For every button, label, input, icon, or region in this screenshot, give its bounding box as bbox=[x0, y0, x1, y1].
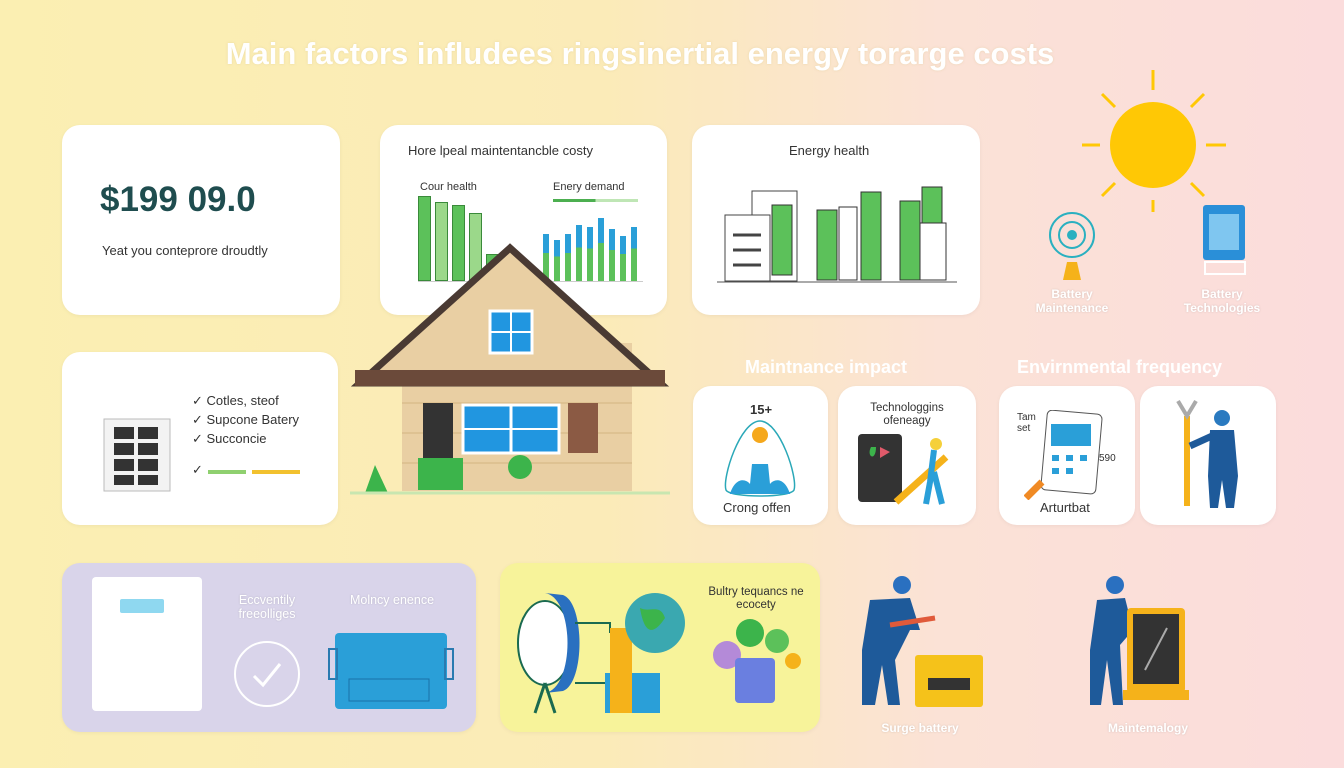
sun-icon bbox=[1082, 70, 1226, 212]
maintenance-impact-heading: Maintnance impact bbox=[745, 357, 908, 377]
battery-pack-icon bbox=[328, 633, 454, 709]
demand-bar bbox=[598, 218, 604, 281]
health-bar bbox=[418, 195, 431, 281]
yellow-label: Bultry tequancs ne ecocety bbox=[708, 586, 804, 611]
checklist-card: ✓ Cotles, steof ✓ Supcone Batery ✓ Succo… bbox=[62, 352, 338, 525]
worker-label-1: Surge battery bbox=[881, 721, 959, 735]
check-icon: ✓ bbox=[192, 462, 203, 477]
energy-health-card: Energy health bbox=[692, 125, 980, 315]
small-card-stat: 15+ bbox=[750, 402, 773, 417]
battery-maintenance-label: Battery Maintenance bbox=[1035, 287, 1109, 315]
purple-label-1: Eccventily freeolliges bbox=[238, 593, 296, 621]
demand-bar bbox=[576, 225, 582, 281]
bottom-purple-panel: Eccventily freeolliges Molncy enence bbox=[62, 563, 476, 732]
battery-cabinet-icon bbox=[103, 418, 171, 492]
legend-right: Enery demand bbox=[553, 181, 625, 193]
battery-wall-unit-icon bbox=[92, 577, 202, 711]
checklist-item: ✓ Supcone Batery bbox=[192, 412, 300, 427]
checklist-item-text: Cotles, steof bbox=[206, 393, 279, 408]
eco-tablet-illustration bbox=[713, 619, 801, 703]
small-card-caption: Arturtbat bbox=[1040, 500, 1090, 515]
demand-bar bbox=[631, 227, 637, 281]
progress-yellow bbox=[252, 470, 300, 474]
small-card-note: Tam set bbox=[1017, 412, 1036, 434]
demand-bar bbox=[543, 234, 549, 281]
demand-bars bbox=[543, 195, 643, 282]
checklist-item: ✓ Succoncie bbox=[192, 431, 267, 446]
small-card-title: Technologgins ofeneagy bbox=[870, 402, 944, 427]
page-title: Main factors infludees ringsinertial ene… bbox=[225, 36, 1055, 71]
calculator-tablet-icon bbox=[1024, 410, 1103, 500]
bottom-yellow-panel: Bultry tequancs ne ecocety bbox=[500, 563, 820, 732]
worker-battery-icon bbox=[862, 576, 983, 707]
demand-bar bbox=[565, 234, 571, 281]
small-card-1: 15+ Crong offen bbox=[693, 386, 828, 525]
battery-technologies-label: Battery Technologies bbox=[1183, 287, 1261, 315]
energy-bars-illustration bbox=[717, 186, 957, 283]
checklist-item-text: Supcone Batery bbox=[206, 412, 300, 427]
small-card-3: Tam set 590 Arturtbat bbox=[999, 386, 1135, 525]
cost-subtitle: Yeat you conteprore droudtly bbox=[102, 243, 268, 258]
checklist-item-text: Succoncie bbox=[206, 431, 267, 446]
worker-label-2: Maintemalogy bbox=[1107, 721, 1188, 735]
demand-bar bbox=[587, 227, 593, 281]
battery-maintenance-icon bbox=[1049, 212, 1095, 280]
demand-bar bbox=[554, 239, 560, 281]
worker-panel-icon bbox=[1090, 576, 1189, 705]
clock-check-icon bbox=[234, 641, 300, 707]
small-card-caption: Crong offen bbox=[723, 500, 791, 515]
health-bar bbox=[435, 201, 448, 281]
demand-bar bbox=[609, 228, 615, 281]
house-illustration bbox=[350, 243, 670, 495]
small-card-4 bbox=[1140, 386, 1276, 525]
small-card-2: Technologgins ofeneagy bbox=[838, 386, 976, 525]
cost-value: $199 09.0 bbox=[100, 180, 256, 219]
energy-title: Energy health bbox=[789, 143, 870, 158]
health-bar bbox=[452, 204, 465, 281]
demand-bar bbox=[620, 236, 626, 281]
energy-systems-illustration bbox=[517, 593, 685, 714]
checklist-item: ✓ Cotles, steof bbox=[192, 393, 279, 408]
cost-card: $199 09.0 Yeat you conteprore droudtly bbox=[62, 125, 340, 315]
small-card-value: 590 bbox=[1099, 453, 1116, 464]
environmental-frequency-heading: Envirnmental frequency bbox=[1017, 357, 1223, 377]
technician-device-icon bbox=[858, 434, 949, 505]
chart-title: Hore lpeal maintentancble costy bbox=[408, 143, 593, 158]
building-icon bbox=[724, 420, 796, 497]
worker-wrench-icon bbox=[1176, 399, 1238, 508]
legend-left: Cour health bbox=[420, 181, 477, 193]
battery-technologies-icon bbox=[1203, 205, 1246, 275]
maintenance-chart-card: Hore lpeal maintentancble costy Cour hea… bbox=[380, 125, 667, 315]
purple-label-2: Molncy enence bbox=[349, 593, 435, 607]
legend-bar bbox=[553, 199, 638, 202]
progress-green bbox=[208, 470, 246, 474]
